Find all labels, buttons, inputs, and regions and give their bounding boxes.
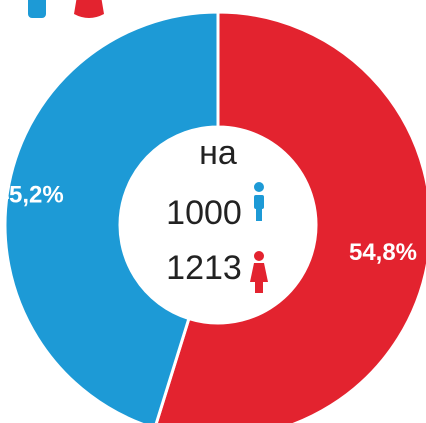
- value-label: 54,8%: [349, 239, 417, 266]
- female-small-icon: [250, 251, 268, 293]
- male-icon: [28, 0, 46, 18]
- donut-segment: [3, 10, 220, 423]
- male-count: 1000: [166, 194, 242, 232]
- donut-segment: [154, 10, 426, 423]
- value-label: 45,2%: [0, 182, 64, 209]
- male-small-icon: [254, 182, 264, 221]
- wedges: [3, 10, 426, 423]
- female-icon: [74, 0, 104, 18]
- center-text: на: [199, 134, 237, 172]
- legend-icons: [28, 0, 104, 18]
- female-count: 1213: [166, 249, 242, 287]
